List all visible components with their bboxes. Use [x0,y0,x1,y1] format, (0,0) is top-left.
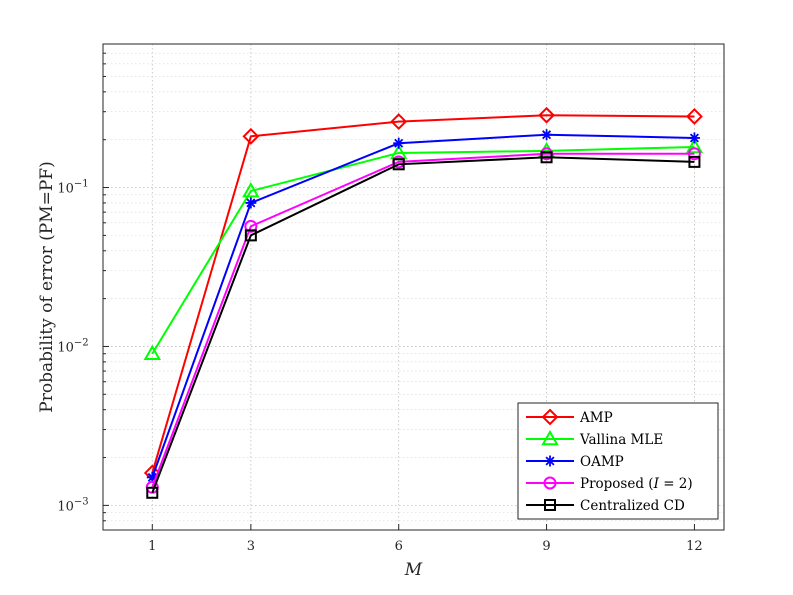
series-line [151,152,695,488]
x-tick-label: 12 [686,539,703,554]
marker-square [544,499,556,511]
marker-asterisk [541,129,553,141]
asterisk-stroke [689,133,699,143]
x-tick-label: 9 [542,539,550,554]
marker-triangle [242,182,260,198]
marker-diamond [538,106,555,124]
marker-square [392,158,405,171]
marker-diamond [686,108,703,125]
marker-circle [543,476,557,490]
y-axis-label: Probability of error (PM=PF) [37,161,57,412]
series-layer [143,106,704,499]
marker-asterisk [245,197,257,209]
legend-entry-label: AMP [579,410,613,426]
series-oamp [146,129,700,483]
marker-square [146,486,159,499]
marker-triangle [685,137,704,154]
asterisk-stroke [542,130,552,140]
axes-layer: 1 3 6 9 12 10−3 10−2 10−1 [57,43,703,554]
series-centralized-cd [146,151,701,499]
asterisk-stroke [394,138,404,148]
y-tick-label: 10−3 [57,496,88,514]
legend-entry-label: Vallina MLE [579,432,663,448]
asterisk-stroke [545,456,555,466]
marker-diamond [242,127,260,145]
marker-square [688,155,701,168]
x-tick-label: 3 [247,539,255,554]
plot-frame [102,43,725,531]
marker-asterisk [544,455,556,467]
y-tick-label: 10−2 [57,337,88,355]
marker-asterisk [688,132,700,144]
x-axis-label: M [404,560,423,580]
x-tick-label: 6 [395,539,403,554]
marker-circle [244,219,258,233]
legend-entry-label: Centralized CD [580,498,685,514]
marker-circle [687,147,701,161]
asterisk-stroke [147,472,157,482]
legend-entry-label: Proposed (I = 2) [580,476,693,492]
marker-diamond [541,408,559,426]
marker-asterisk [393,137,405,149]
x-tick-label: 1 [148,539,156,554]
marker-triangle [541,429,559,446]
marker-diamond [390,113,408,130]
marker-square [540,151,553,164]
series-line [151,156,695,494]
series-line [151,145,695,355]
marker-triangle [143,344,162,360]
marker-square [244,229,257,242]
legend-entry-label: OAMP [580,454,624,470]
asterisk-stroke [246,198,256,208]
marker-triangle [389,143,408,160]
legend: AMP Vallina MLE OAMP Proposed (I = 2) Centra… [517,402,719,520]
y-tick-label: 10−1 [57,179,88,197]
series-line [151,114,695,474]
